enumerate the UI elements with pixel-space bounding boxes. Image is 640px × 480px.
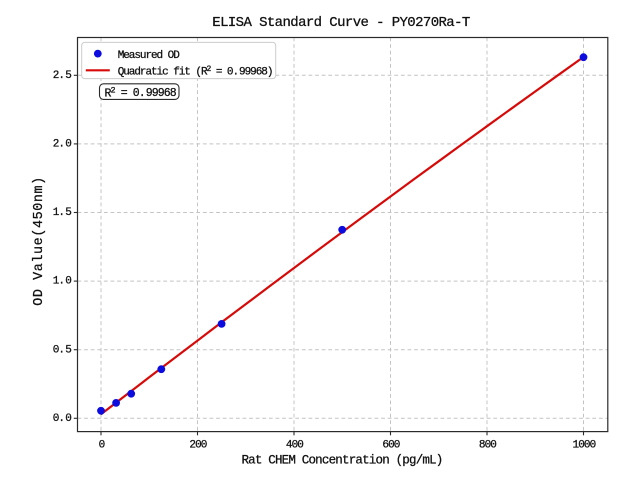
svg-text:ELISA Standard Curve - PY0270R: ELISA Standard Curve - PY0270Ra-T	[212, 15, 470, 31]
svg-text:1000: 1000	[573, 439, 596, 451]
svg-text:600: 600	[382, 439, 399, 451]
svg-text:0.0: 0.0	[53, 413, 72, 425]
svg-text:R2 = 0.99968: R2 = 0.99968	[105, 86, 177, 101]
svg-text:OD Value(450nm): OD Value(450nm)	[32, 176, 47, 306]
svg-text:Measured OD: Measured OD	[118, 50, 181, 62]
svg-text:400: 400	[286, 439, 303, 451]
svg-text:1.0: 1.0	[53, 276, 72, 288]
svg-text:800: 800	[479, 439, 496, 451]
svg-text:Rat CHEM Concentration (pg/mL): Rat CHEM Concentration (pg/mL)	[241, 453, 442, 467]
svg-text:200: 200	[189, 439, 206, 451]
svg-text:0: 0	[99, 439, 105, 451]
svg-text:Quadratic fit (R2 = 0.99968): Quadratic fit (R2 = 0.99968)	[118, 65, 273, 79]
svg-text:2.5: 2.5	[53, 70, 72, 82]
svg-text:1.5: 1.5	[53, 207, 72, 219]
svg-text:2.0: 2.0	[53, 139, 72, 151]
svg-text:0.5: 0.5	[53, 344, 72, 356]
